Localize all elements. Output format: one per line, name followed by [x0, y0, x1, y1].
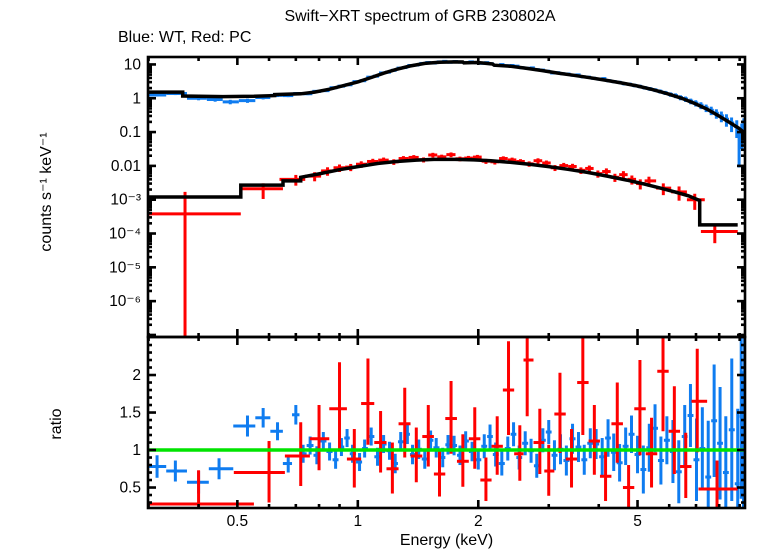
tick-label: 0.1: [119, 124, 141, 141]
pc-spectrum-points: [148, 152, 738, 337]
tick-label: 10⁻³: [110, 192, 141, 209]
tick-label: 10⁻⁴: [109, 226, 141, 243]
axes-frame: [146, 55, 747, 510]
tick-label: 0.5: [227, 513, 249, 530]
tick-label: 1: [132, 90, 141, 107]
wt-spectrum-points: [148, 59, 745, 168]
wt-ratio-points: [148, 337, 745, 508]
tick-label: 5: [633, 513, 642, 530]
tick-label: 2: [474, 513, 483, 530]
model-lines: [148, 60, 745, 227]
plot-title: Swift−XRT spectrum of GRB 230802A: [284, 8, 556, 25]
tick-label: 1: [354, 513, 363, 530]
tick-labels: 0.5 1 2 5 10 1 0.1 0.01 10⁻³ 10⁻⁴ 10⁻⁵ 10⁻⁶ 0.5 1 1.5 2: [109, 56, 642, 530]
pc-ratio-points: [148, 337, 738, 508]
plot-legend: Blue: WT, Red: PC: [118, 29, 252, 46]
tick-label: 10⁻⁵: [109, 259, 141, 276]
tick-label: 10: [124, 56, 142, 73]
tick-label: 10⁻⁶: [109, 293, 141, 310]
tick-label: 1.5: [119, 405, 141, 422]
tick-label: 0.01: [111, 158, 141, 175]
energy-axis-label: Energy (keV): [399, 532, 494, 549]
tick-label: 0.5: [119, 480, 141, 497]
tick-label: 1: [132, 442, 141, 459]
tick-label: 2: [132, 367, 141, 384]
